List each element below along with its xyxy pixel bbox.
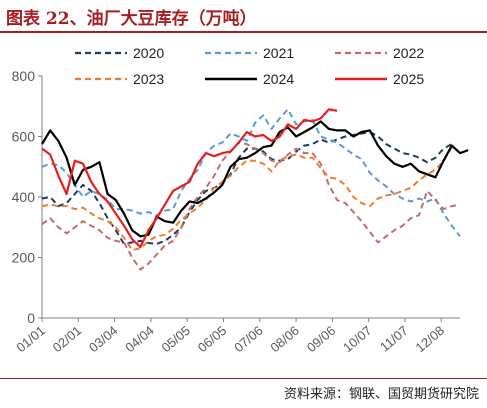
y-tick-label: 0: [27, 310, 35, 326]
y-tick-label: 400: [12, 189, 36, 205]
y-tick-label: 600: [12, 129, 36, 145]
title-underline: [0, 31, 487, 33]
x-tick-label: 12/08: [413, 323, 448, 355]
x-tick-label: 04/04: [122, 323, 157, 355]
legend-label-2025: 2025: [393, 71, 424, 87]
x-tick-label: 08/06: [267, 323, 302, 355]
legend-label-2021: 2021: [263, 45, 294, 61]
series-line-2021: [41, 108, 461, 237]
figure-title-bar: 图表 22、油厂大豆库存（万吨）: [0, 0, 487, 30]
x-tick-label: 10/07: [340, 323, 375, 355]
figure-title: 图表 22、油厂大豆库存（万吨）: [6, 9, 257, 29]
y-tick-label: 200: [12, 250, 36, 266]
legend-label-2024: 2024: [263, 71, 294, 87]
x-tick-label: 09/06: [304, 323, 339, 355]
x-tick-label: 07/06: [231, 323, 266, 355]
x-tick-label: 05/05: [159, 323, 194, 355]
x-tick-label: 01/01: [13, 323, 48, 355]
legend-label-2022: 2022: [393, 45, 424, 61]
legend-label-2023: 2023: [133, 71, 164, 87]
source-note: 资料来源：钢联、国贸期货研究院: [283, 387, 479, 402]
soybean-inventory-chart: 0 200 400 600 800 01/01 02/01 03/04 04/04 05/05 06…: [12, 45, 469, 355]
legend-label-2020: 2020: [133, 45, 164, 61]
series-line-2025: [41, 108, 338, 248]
x-tick-label: 06/05: [195, 323, 230, 355]
x-tick-label: 11/07: [377, 323, 411, 355]
series-line-2020: [41, 131, 453, 245]
x-tick-label: 02/01: [50, 323, 85, 355]
series-line-2024: [41, 120, 469, 238]
x-tick-label: 03/04: [86, 323, 121, 355]
y-tick-label: 800: [12, 68, 36, 84]
series-line-2023: [41, 146, 453, 251]
source-divider: [0, 378, 487, 379]
